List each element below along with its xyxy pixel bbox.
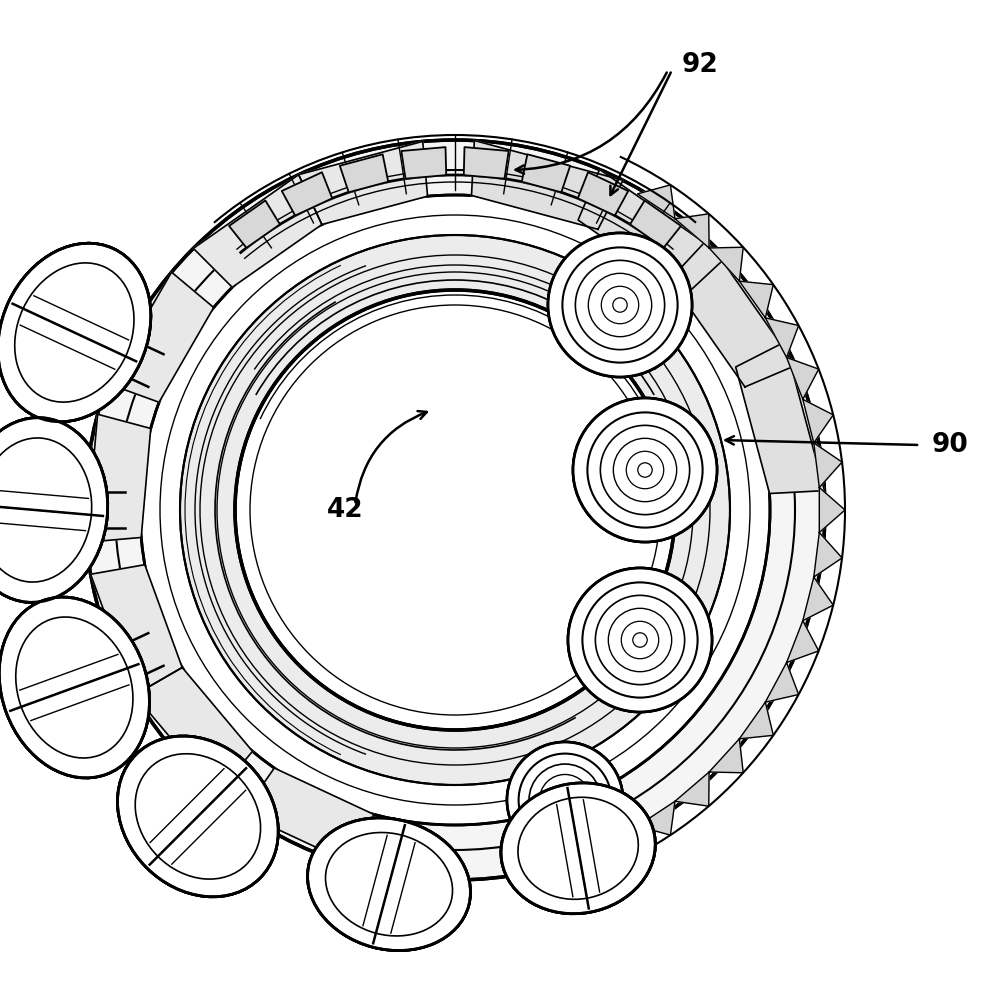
Polygon shape <box>193 175 322 287</box>
Polygon shape <box>340 154 388 192</box>
Ellipse shape <box>501 783 655 914</box>
Polygon shape <box>787 357 819 399</box>
Ellipse shape <box>308 818 470 951</box>
Ellipse shape <box>0 418 108 602</box>
Text: 92: 92 <box>682 52 718 78</box>
Polygon shape <box>299 141 428 225</box>
Polygon shape <box>282 172 332 216</box>
Polygon shape <box>814 443 842 488</box>
Polygon shape <box>736 342 824 494</box>
Polygon shape <box>739 281 773 318</box>
Ellipse shape <box>0 597 149 778</box>
Polygon shape <box>675 214 709 248</box>
Circle shape <box>235 290 675 730</box>
Circle shape <box>568 568 712 712</box>
Polygon shape <box>739 702 773 739</box>
Polygon shape <box>638 185 675 219</box>
Polygon shape <box>709 739 743 773</box>
Text: 90: 90 <box>932 432 968 458</box>
Polygon shape <box>135 668 253 793</box>
Circle shape <box>573 398 717 542</box>
Polygon shape <box>91 565 182 695</box>
Polygon shape <box>675 772 709 806</box>
Polygon shape <box>107 272 214 402</box>
Circle shape <box>573 398 717 542</box>
Polygon shape <box>464 147 509 179</box>
Polygon shape <box>229 200 280 248</box>
Circle shape <box>180 235 730 785</box>
Circle shape <box>568 568 712 712</box>
Polygon shape <box>630 200 681 248</box>
Polygon shape <box>787 621 819 663</box>
Polygon shape <box>522 154 570 192</box>
Polygon shape <box>803 577 833 621</box>
Polygon shape <box>709 247 743 281</box>
Ellipse shape <box>501 783 655 914</box>
Polygon shape <box>243 768 373 867</box>
Polygon shape <box>803 399 833 443</box>
Polygon shape <box>670 239 796 387</box>
Ellipse shape <box>0 243 151 422</box>
Ellipse shape <box>118 736 278 897</box>
Ellipse shape <box>0 418 108 602</box>
Circle shape <box>507 742 623 858</box>
Circle shape <box>548 233 692 377</box>
Ellipse shape <box>308 818 470 951</box>
Ellipse shape <box>118 736 278 897</box>
Polygon shape <box>765 663 799 702</box>
Polygon shape <box>86 414 151 542</box>
Circle shape <box>140 195 770 825</box>
Ellipse shape <box>0 597 149 778</box>
Polygon shape <box>578 169 726 295</box>
Circle shape <box>85 140 825 880</box>
Polygon shape <box>401 147 446 179</box>
Polygon shape <box>578 172 628 216</box>
Polygon shape <box>638 801 675 835</box>
Polygon shape <box>471 141 623 229</box>
Circle shape <box>507 742 623 858</box>
Polygon shape <box>814 532 842 577</box>
Ellipse shape <box>0 243 151 422</box>
Polygon shape <box>765 318 799 357</box>
Text: 42: 42 <box>327 497 363 523</box>
Polygon shape <box>819 488 845 532</box>
Circle shape <box>548 233 692 377</box>
